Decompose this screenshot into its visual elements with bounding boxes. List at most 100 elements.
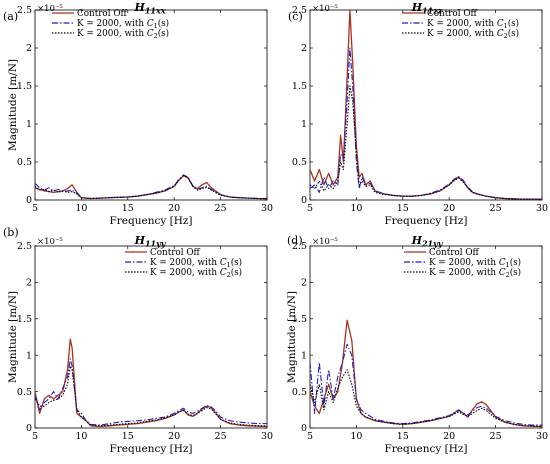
chart-panel-3: 5 10 15 20 25 30 0 0.5 1 1.5 2 2.5 ×10⁻⁵ (d) H21yy Freq… [286, 234, 548, 455]
chart-panel-1: 5 10 15 20 25 30 0 0.5 1 1.5 2 2.5 ×10⁻⁵ (c) H11zz Freq… [288, 1, 548, 227]
y-tick-label: 2.5 [292, 5, 307, 16]
series-line-2 [310, 369, 542, 428]
legend-entry: Control Off [427, 9, 478, 19]
x-tick-label: 5 [32, 431, 38, 442]
y-tick-label: 2 [301, 278, 307, 289]
legend-text-s: (s) [508, 28, 519, 39]
chart-title: H21yy [411, 234, 444, 249]
legend-entry: K = 2000, with C1(s) [429, 257, 521, 269]
x-axis-label: Frequency [Hz] [384, 215, 467, 227]
legend-text-sub: 1 [506, 261, 510, 269]
panel-label: (d) [287, 234, 303, 247]
x-tick-label: 15 [122, 431, 134, 442]
y-tick-label: 2 [26, 278, 32, 289]
legend-text-s: (s) [231, 257, 242, 268]
legend-entry: K = 2000, with C2(s) [77, 28, 169, 40]
x-tick-label: 25 [490, 203, 502, 214]
x-axis-label: Frequency [Hz] [109, 443, 192, 455]
legend-text-sub: 2 [506, 271, 510, 279]
chart-title-subscript: 11zz [422, 6, 443, 16]
x-tick-label: 5 [307, 203, 313, 214]
plot-area [34, 245, 268, 429]
chart-panel-0: 5 10 15 20 25 30 0 0.5 1 1.5 2 2.5 ×10⁻⁵ (a) H11xx Freq… [3, 1, 273, 227]
legend-text-c: C [499, 258, 506, 268]
legend-text: K = 2000, with [77, 29, 147, 39]
chart-title-main: H [133, 1, 145, 14]
legend-entry: K = 2000, with C2(s) [427, 28, 519, 40]
x-axis-label: Frequency [Hz] [384, 443, 467, 455]
legend-text-s: (s) [158, 28, 169, 39]
chart-panel-2: 5 10 15 20 25 30 0 0.5 1 1.5 2 2.5 ×10⁻⁵ (b) H11yy Freq… [3, 226, 273, 455]
y-tick-label: 1.5 [292, 314, 307, 325]
legend-entry: K = 2000, with C1(s) [150, 257, 242, 269]
legend-entry: Control Off [429, 248, 480, 258]
plot-area [309, 245, 543, 429]
axis-scale-label: ×10⁻⁵ [312, 237, 338, 247]
y-tick-label: 0.5 [292, 387, 307, 398]
legend-text-c: C [220, 268, 227, 278]
y-axis-label: Magnitude [m/N] [7, 291, 19, 383]
y-tick-label: 1 [26, 350, 32, 361]
legend-text-s: (s) [508, 18, 519, 29]
x-tick-label: 10 [75, 431, 87, 442]
x-axis-label: Frequency [Hz] [109, 215, 192, 227]
x-tick-label: 25 [215, 203, 227, 214]
panel-label: (b) [3, 226, 19, 239]
legend-text-c: C [499, 268, 506, 278]
y-tick-label: 1 [26, 119, 32, 130]
x-tick-label: 10 [75, 203, 87, 214]
chart-title: H11xx [133, 1, 165, 16]
x-tick-label: 15 [122, 203, 134, 214]
x-tick-label: 15 [397, 203, 409, 214]
x-tick-label: 5 [307, 431, 313, 442]
legend-text: K = 2000, with [427, 29, 497, 39]
panel-label: (c) [288, 10, 303, 23]
y-tick-label: 2 [26, 43, 32, 54]
chart-title-main: H [411, 1, 423, 14]
chart-title-main: H [411, 234, 423, 247]
x-tick-label: 30 [536, 431, 548, 442]
series-line-0 [35, 338, 267, 428]
legend-text-sub: 2 [154, 32, 158, 40]
y-tick-label: 2.5 [292, 241, 307, 252]
y-tick-label: 0.5 [17, 157, 32, 168]
y-tick-label: 1 [301, 119, 307, 130]
x-tick-label: 30 [261, 203, 273, 214]
panel-label: (a) [3, 10, 18, 23]
y-tick-label: 0 [26, 423, 32, 434]
y-tick-label: 1.5 [17, 81, 32, 92]
legend-text-c: C [497, 29, 504, 39]
legend-entry: Control Off [77, 9, 128, 19]
legend-text-s: (s) [510, 257, 521, 268]
legend-text-sub: 2 [504, 32, 508, 40]
chart-title: H11yy [134, 234, 167, 249]
series-line-2 [310, 85, 542, 200]
plot-area [34, 9, 268, 201]
chart-title-main: H [134, 234, 146, 247]
legend-text-sub: 2 [227, 271, 231, 279]
legend-entry: K = 2000, with C2(s) [150, 267, 242, 279]
series-line-1 [35, 358, 267, 426]
x-tick-label: 10 [350, 203, 362, 214]
y-axis-label: Magnitude [m/N] [7, 59, 19, 151]
legend-text: K = 2000, with [150, 258, 220, 268]
x-tick-label: 30 [536, 203, 548, 214]
axis-scale-label: ×10⁻⁵ [37, 237, 63, 247]
legend-text-c: C [147, 19, 154, 29]
legend-text-c: C [497, 19, 504, 29]
y-tick-label: 0.5 [292, 157, 307, 168]
y-tick-label: 1 [301, 350, 307, 361]
x-tick-label: 10 [350, 431, 362, 442]
x-tick-label: 20 [168, 431, 180, 442]
x-tick-label: 25 [215, 431, 227, 442]
y-tick-label: 0 [301, 195, 307, 206]
legend-text-sub: 1 [154, 22, 158, 30]
legend-text: K = 2000, with [427, 19, 497, 29]
y-tick-label: 1.5 [17, 314, 32, 325]
legend-text: K = 2000, with [429, 258, 499, 268]
y-tick-label: 0 [301, 423, 307, 434]
x-tick-label: 15 [397, 431, 409, 442]
x-tick-label: 20 [443, 203, 455, 214]
legend-entry: K = 2000, with C1(s) [427, 18, 519, 30]
